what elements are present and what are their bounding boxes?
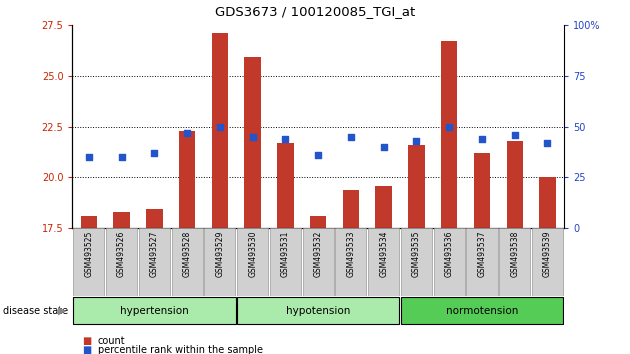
FancyBboxPatch shape [237, 228, 268, 296]
Text: GSM493534: GSM493534 [379, 230, 388, 277]
Point [477, 136, 487, 142]
FancyBboxPatch shape [401, 228, 432, 296]
Bar [310, 216, 326, 228]
FancyBboxPatch shape [532, 228, 563, 296]
Text: GSM493528: GSM493528 [183, 230, 192, 276]
Text: GSM493527: GSM493527 [150, 230, 159, 277]
Text: ■: ■ [82, 336, 91, 346]
FancyBboxPatch shape [302, 228, 334, 296]
Point [248, 134, 258, 139]
Text: ■: ■ [82, 345, 91, 354]
Bar [408, 145, 425, 228]
Text: GSM493531: GSM493531 [281, 230, 290, 277]
Text: GSM493536: GSM493536 [445, 230, 454, 277]
Point [84, 154, 94, 160]
FancyBboxPatch shape [171, 228, 203, 296]
Point [444, 124, 454, 130]
Text: GSM493525: GSM493525 [84, 230, 93, 277]
Text: GSM493533: GSM493533 [346, 230, 355, 277]
Bar [179, 131, 195, 228]
FancyBboxPatch shape [433, 228, 465, 296]
FancyBboxPatch shape [204, 228, 236, 296]
FancyBboxPatch shape [106, 228, 137, 296]
Bar [81, 216, 97, 228]
Point [346, 134, 356, 139]
Bar [212, 33, 228, 228]
Text: GSM493526: GSM493526 [117, 230, 126, 277]
Text: count: count [98, 336, 125, 346]
Bar [507, 141, 523, 228]
Bar [441, 41, 457, 228]
Bar [113, 212, 130, 228]
FancyBboxPatch shape [401, 297, 563, 324]
FancyBboxPatch shape [466, 228, 498, 296]
FancyBboxPatch shape [237, 297, 399, 324]
Text: percentile rank within the sample: percentile rank within the sample [98, 345, 263, 354]
Bar [343, 190, 359, 228]
FancyBboxPatch shape [139, 228, 170, 296]
Text: GSM493539: GSM493539 [543, 230, 552, 277]
Bar [244, 57, 261, 228]
Text: GDS3673 / 100120085_TGI_at: GDS3673 / 100120085_TGI_at [215, 5, 415, 18]
FancyBboxPatch shape [270, 228, 301, 296]
Point [411, 138, 421, 144]
Text: hypotension: hypotension [286, 306, 350, 316]
Point [215, 124, 225, 130]
Bar [375, 185, 392, 228]
Point [379, 144, 389, 150]
FancyBboxPatch shape [335, 228, 367, 296]
Point [182, 130, 192, 136]
Text: GSM493538: GSM493538 [510, 230, 519, 277]
Text: GSM493530: GSM493530 [248, 230, 257, 277]
Bar [146, 209, 163, 228]
Point [313, 152, 323, 158]
Bar [277, 143, 294, 228]
Text: normotension: normotension [446, 306, 518, 316]
Point [149, 150, 159, 156]
Text: disease state: disease state [3, 306, 68, 316]
Text: GSM493532: GSM493532 [314, 230, 323, 277]
Point [280, 136, 290, 142]
Text: hypertension: hypertension [120, 306, 189, 316]
Text: GSM493529: GSM493529 [215, 230, 224, 277]
Point [117, 154, 127, 160]
Text: ▶: ▶ [58, 306, 66, 316]
FancyBboxPatch shape [499, 228, 530, 296]
FancyBboxPatch shape [73, 297, 236, 324]
Bar [539, 177, 556, 228]
Bar [474, 153, 490, 228]
Text: GSM493535: GSM493535 [412, 230, 421, 277]
FancyBboxPatch shape [368, 228, 399, 296]
Point [542, 140, 553, 146]
Point [510, 132, 520, 138]
Text: GSM493537: GSM493537 [478, 230, 486, 277]
FancyBboxPatch shape [73, 228, 105, 296]
